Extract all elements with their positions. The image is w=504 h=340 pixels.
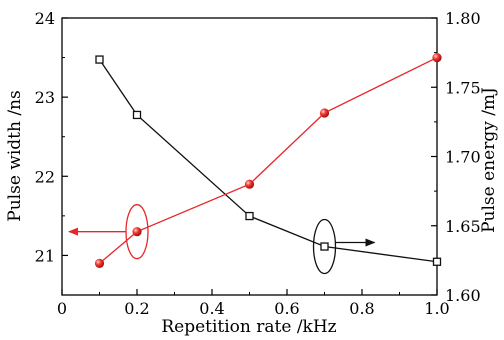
series-1-line [99, 56, 438, 264]
series-0-point [132, 110, 142, 120]
series-1-point [319, 108, 330, 118]
y-right-tick-label: 1.60 [445, 286, 481, 305]
series-1-point [132, 227, 142, 237]
y-right-tick-label: 1.70 [445, 148, 481, 167]
x-tick-label: 1.0 [424, 299, 449, 318]
series-1-point [432, 52, 442, 63]
y-left-tick-label: 22 [35, 167, 55, 186]
x-axis-title: Repetition rate /kHz [161, 317, 336, 337]
y-left-tick-label: 24 [35, 9, 55, 28]
y-left-tick-label: 21 [35, 246, 55, 265]
y-right-tick-label: 1.75 [445, 78, 481, 97]
series-0-point [245, 211, 254, 221]
x-tick-label: 0 [57, 299, 67, 318]
series-0-point [432, 257, 442, 266]
series-1-point [94, 258, 105, 268]
series-lines [98, 56, 438, 264]
y-right-tick-label: 1.65 [445, 217, 481, 236]
y-right-tick-label: 1.80 [445, 9, 481, 28]
axis-tick-labels: 0 0.2 0.4 0.6 0.8 1.0 21 22 23 24 1.60 1.65 1.70 1.75… [35, 9, 481, 318]
series-0-line [98, 59, 438, 263]
x-tick-label: 0.4 [199, 299, 224, 318]
plot-frame [61, 17, 438, 296]
series-markers [94, 52, 442, 268]
series-1-point [244, 179, 255, 189]
y-axis-right-title: Pulse energy /mJ [479, 87, 499, 233]
annotation-1-ellipse [312, 218, 337, 275]
y-left-tick-label: 23 [35, 88, 55, 107]
x-tick-label: 0.8 [349, 299, 374, 318]
series-0-point [320, 242, 329, 251]
axis-ticks [61, 17, 438, 296]
y-axis-left-title: Pulse width /ns [5, 90, 25, 221]
series-0-point [95, 55, 104, 64]
x-tick-label: 0.2 [124, 299, 149, 318]
x-tick-label: 0.6 [274, 299, 299, 318]
annotations [68, 204, 376, 275]
